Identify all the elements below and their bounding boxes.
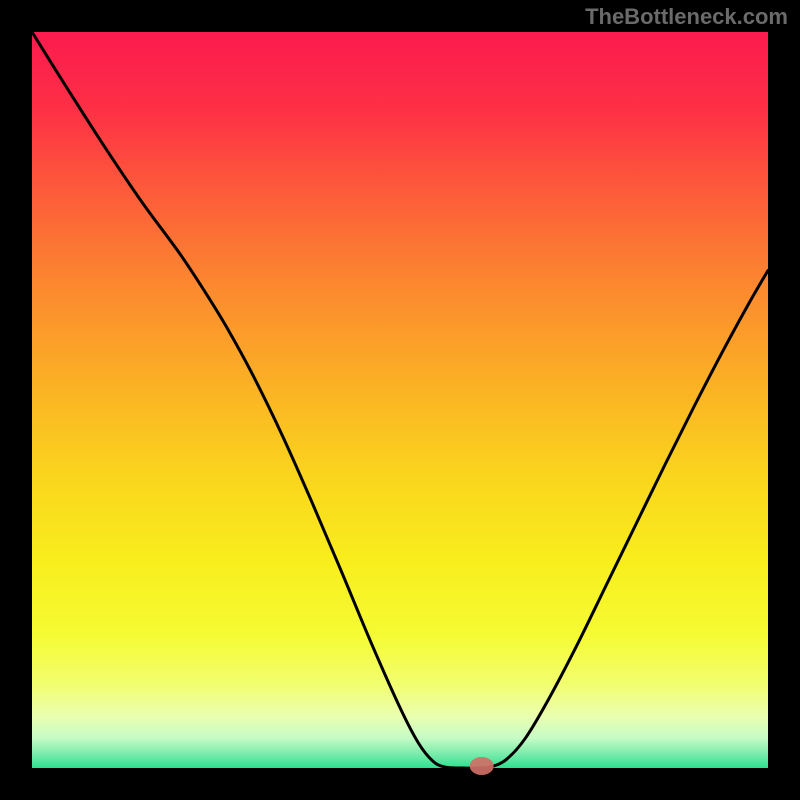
- watermark-label: TheBottleneck.com: [585, 4, 788, 30]
- bottleneck-chart: [0, 0, 800, 800]
- plot-background: [32, 32, 768, 768]
- optimal-marker: [470, 757, 494, 775]
